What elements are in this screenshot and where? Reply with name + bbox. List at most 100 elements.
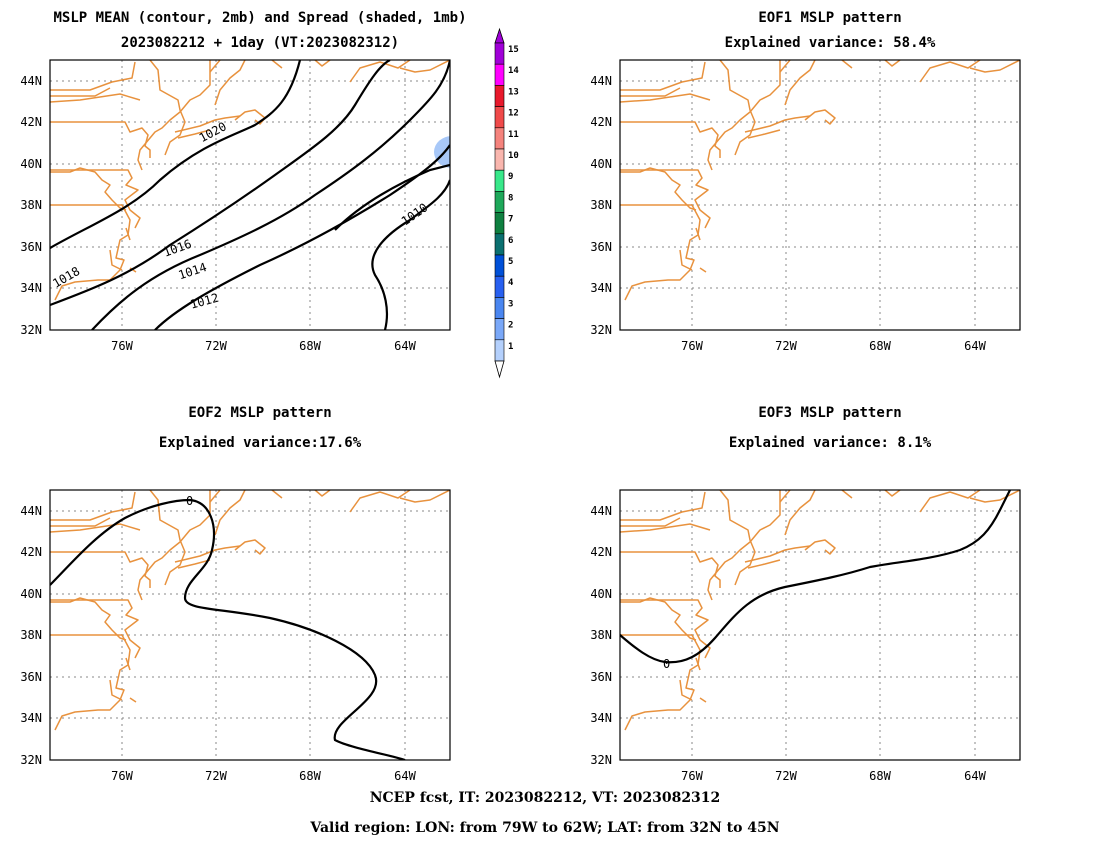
lon-tick: 72W — [205, 339, 227, 353]
eof1-lon-ticks: 76W 72W 68W 64W — [681, 339, 986, 353]
contour-1016 — [91, 60, 450, 330]
mean-lon-ticks: 76W 72W 68W 64W — [111, 339, 416, 353]
contour-label-1016: 1016 — [162, 237, 194, 260]
colorbar-swatch — [494, 148, 505, 171]
lat-tick: 40N — [590, 157, 612, 171]
colorbar-label: 15 — [508, 45, 519, 55]
lat-tick: 36N — [590, 670, 612, 684]
lat-tick: 44N — [590, 74, 612, 88]
lon-tick: 72W — [775, 339, 797, 353]
colorbar-label: 2 — [508, 321, 513, 331]
colorbar-label: 10 — [508, 151, 519, 161]
eof3-map-panel: 0 44N 42N 40N 38N 36N 34N 32N 76W 72W 68… — [590, 489, 1021, 783]
colorbar-swatch — [494, 275, 505, 298]
contour-1012 — [334, 163, 450, 231]
lat-tick: 32N — [590, 753, 612, 767]
lat-tick: 38N — [590, 628, 612, 642]
lat-tick: 44N — [20, 504, 42, 518]
eof3-lon-ticks: 76W 72W 68W 64W — [681, 769, 986, 783]
lon-tick: 76W — [681, 339, 703, 353]
colorbar-swatch — [494, 169, 505, 192]
colorbar-label: 5 — [508, 257, 513, 267]
lon-tick: 64W — [394, 769, 416, 783]
contour-1020 — [50, 60, 302, 249]
colorbar-label: 6 — [508, 236, 513, 246]
lon-tick: 76W — [681, 769, 703, 783]
contour-label-1020: 1020 — [197, 119, 229, 145]
colorbar-label: 14 — [508, 66, 519, 76]
eof3-title-line1: EOF3 MSLP pattern — [758, 405, 901, 421]
colorbar-swatch — [494, 106, 505, 129]
lat-tick: 36N — [20, 240, 42, 254]
contour-label-1018: 1018 — [50, 264, 82, 291]
colorbar-label: 8 — [508, 193, 513, 203]
lat-tick: 32N — [590, 323, 612, 337]
colorbar-label: 1 — [508, 342, 513, 352]
colorbar-swatch — [494, 127, 505, 150]
eof3-lat-ticks: 44N 42N 40N 38N 36N 34N 32N — [590, 504, 612, 767]
lon-tick: 68W — [869, 769, 891, 783]
eof3-title-line2: Explained variance: 8.1% — [729, 435, 932, 451]
colorbar-swatch — [494, 191, 505, 213]
lat-tick: 42N — [590, 115, 612, 129]
colorbar-swatch — [494, 233, 505, 256]
colorbar-label: 9 — [508, 172, 513, 182]
lat-tick: 40N — [20, 587, 42, 601]
mean-map-panel: 1020 1018 1016 1014 1012 1010 44N 42N 40… — [20, 59, 451, 353]
colorbar-label: 12 — [508, 109, 519, 119]
eof2-title-line2: Explained variance:17.6% — [159, 435, 362, 451]
colorbar-swatch — [494, 212, 505, 235]
contour-1010 — [371, 179, 450, 330]
eof1-lat-ticks: 44N 42N 40N 38N 36N 34N 32N — [590, 74, 612, 337]
colorbar-label: 11 — [508, 130, 519, 140]
eof1-map-panel: 44N 42N 40N 38N 36N 34N 32N 76W 72W 68W … — [590, 59, 1021, 353]
lon-tick: 76W — [111, 769, 133, 783]
lon-tick: 64W — [964, 769, 986, 783]
colorbar-top-arrow — [494, 27, 505, 44]
contour-1018 — [50, 60, 391, 307]
colorbar-swatch — [494, 297, 505, 319]
mean-title-line1: MSLP MEAN (contour, 2mb) and Spread (sha… — [53, 10, 466, 26]
lon-tick: 68W — [299, 769, 321, 783]
colorbar-swatch — [494, 42, 505, 65]
eof1-title-line2: Explained variance: 58.4% — [725, 35, 936, 51]
spread-shade — [434, 136, 450, 168]
colorbar-swatch — [494, 63, 505, 86]
lat-tick: 34N — [20, 281, 42, 295]
footer-line2: Valid region: LON: from 79W to 62W; LAT:… — [309, 820, 779, 836]
mean-lat-ticks: 44N 42N 40N 38N 36N 34N 32N — [20, 74, 42, 337]
eof2-zero-contour — [50, 498, 406, 760]
lat-tick: 42N — [20, 545, 42, 559]
lat-tick: 38N — [590, 198, 612, 212]
lat-tick: 34N — [590, 711, 612, 725]
colorbar-swatch — [494, 254, 505, 277]
eof2-map-panel: 0 44N 42N 40N 38N 36N 34N 32N 76W 72W 68… — [20, 489, 451, 783]
eof3-zero-contour — [620, 490, 1011, 664]
lon-tick: 72W — [205, 769, 227, 783]
lat-tick: 44N — [590, 504, 612, 518]
lat-tick: 42N — [20, 115, 42, 129]
lat-tick: 40N — [590, 587, 612, 601]
eof1-title-line1: EOF1 MSLP pattern — [758, 10, 901, 26]
colorbar-label: 4 — [508, 278, 514, 288]
lat-tick: 34N — [590, 281, 612, 295]
colorbar-swatch — [494, 318, 505, 341]
colorbar-label: 7 — [508, 215, 513, 225]
lat-tick: 36N — [20, 670, 42, 684]
contour-label-1012: 1012 — [189, 291, 221, 312]
lon-tick: 64W — [394, 339, 416, 353]
lon-tick: 64W — [964, 339, 986, 353]
lon-tick: 76W — [111, 339, 133, 353]
eof2-lat-ticks: 44N 42N 40N 38N 36N 34N 32N — [20, 504, 42, 767]
lat-tick: 44N — [20, 74, 42, 88]
lat-tick: 38N — [20, 628, 42, 642]
colorbar-swatch — [494, 85, 505, 107]
eof2-lon-ticks: 76W 72W 68W 64W — [111, 769, 416, 783]
lat-tick: 36N — [590, 240, 612, 254]
lat-tick: 32N — [20, 323, 42, 337]
spread-colorbar: 15 14 13 12 11 10 9 8 7 6 5 4 3 2 1 — [494, 27, 519, 379]
colorbar-label: 13 — [508, 87, 519, 97]
lat-tick: 42N — [590, 545, 612, 559]
eof2-contour-label: 0 — [186, 494, 193, 508]
